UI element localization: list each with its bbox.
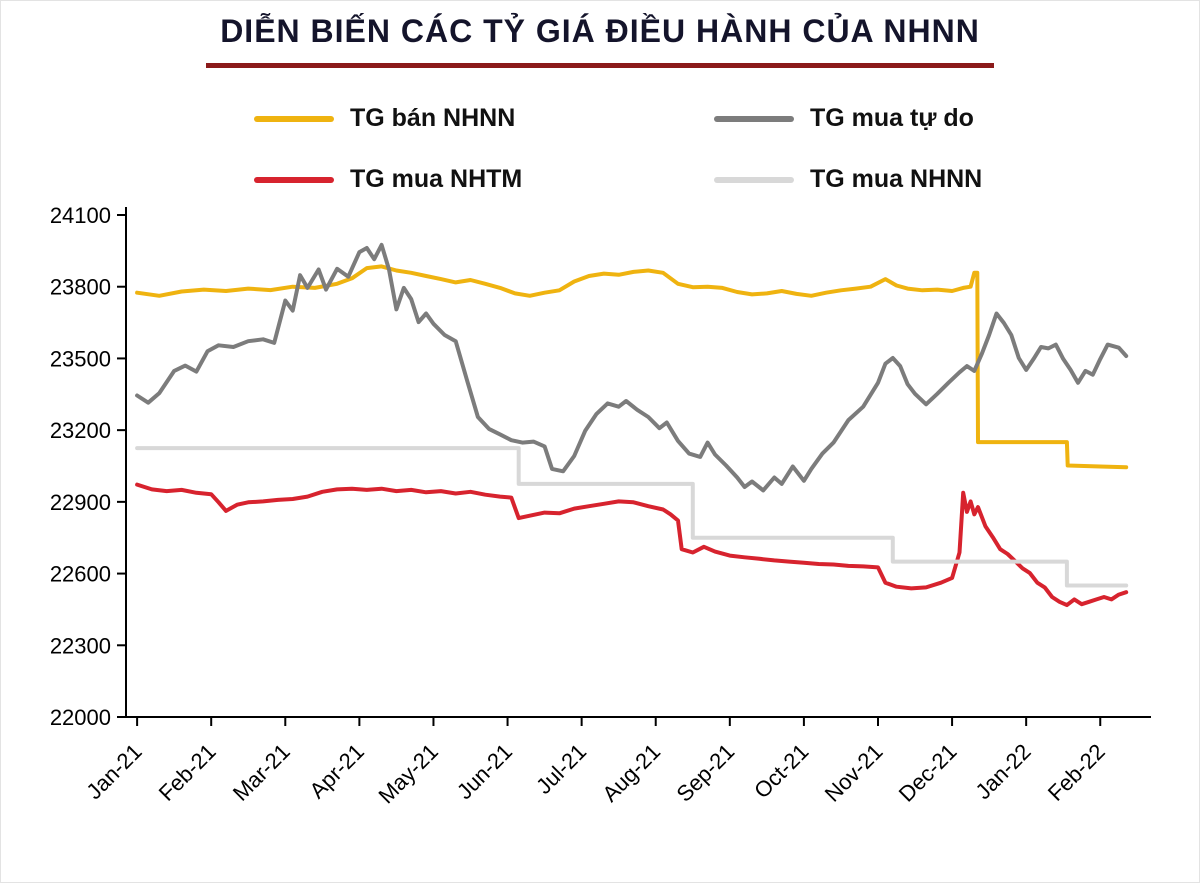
legend-label: TG mua NHTM bbox=[350, 165, 523, 193]
series-line-4 bbox=[135, 446, 1129, 588]
x-tick-label: May-21 bbox=[373, 739, 443, 809]
x-tick-label: Jan-21 bbox=[81, 739, 146, 804]
y-tick-label: 22000 bbox=[50, 705, 111, 730]
legend-swatch bbox=[714, 115, 794, 122]
legend-item-tg-mua-nhtm: TG mua NHTM bbox=[254, 165, 714, 194]
y-tick-label: 23500 bbox=[50, 346, 111, 371]
x-tick-label: Apr-21 bbox=[305, 739, 369, 803]
x-tick-label: Nov-21 bbox=[820, 739, 888, 807]
legend: TG bán NHNN TG mua tự do TG mua NHTM TG … bbox=[254, 104, 982, 194]
legend-item-tg-mua-nhnn: TG mua NHNN bbox=[714, 165, 982, 194]
x-tick-label: Aug-21 bbox=[597, 739, 665, 807]
x-tick-label: Jul-21 bbox=[531, 739, 591, 799]
y-tick-label: 24100 bbox=[50, 203, 111, 228]
legend-item-tg-ban-nhnn: TG bán NHNN bbox=[254, 104, 714, 133]
x-tick-label: Jan-22 bbox=[970, 739, 1035, 804]
series-line-1 bbox=[135, 264, 1129, 470]
chart-title: DIỄN BIẾN CÁC TỶ GIÁ ĐIỀU HÀNH CỦA NHNN bbox=[206, 13, 994, 68]
x-tick-label: Feb-22 bbox=[1043, 739, 1110, 806]
legend-label: TG mua NHNN bbox=[810, 165, 983, 193]
y-tick-label: 22300 bbox=[50, 633, 111, 658]
legend-label: TG bán NHNN bbox=[350, 104, 516, 132]
y-tick-label: 22600 bbox=[50, 562, 111, 587]
x-tick-label: Dec-21 bbox=[894, 739, 962, 807]
exchange-rate-line-chart: 22000 22300 22600 22900 23200 23500 23800 24100… bbox=[50, 203, 1151, 809]
x-tick-label: Sep-21 bbox=[672, 739, 740, 807]
series-line-2 bbox=[135, 242, 1129, 493]
series-line-3 bbox=[135, 482, 1129, 608]
legend-swatch bbox=[714, 176, 794, 183]
legend-item-tg-mua-tu-do: TG mua tự do bbox=[714, 104, 982, 133]
y-tick-label: 22900 bbox=[50, 490, 111, 515]
x-tick-label: Jun-21 bbox=[452, 739, 517, 804]
legend-swatch bbox=[254, 176, 334, 183]
title-wrap: DIỄN BIẾN CÁC TỶ GIÁ ĐIỀU HÀNH CỦA NHNN bbox=[1, 13, 1199, 68]
legend-swatch bbox=[254, 115, 334, 122]
y-tick-label: 23800 bbox=[50, 275, 111, 300]
x-tick-label: Feb-21 bbox=[154, 739, 221, 806]
y-tick-label: 23200 bbox=[50, 418, 111, 443]
legend-label: TG mua tự do bbox=[810, 104, 974, 132]
x-tick-label: Oct-21 bbox=[749, 739, 813, 803]
x-tick-label: Mar-21 bbox=[228, 739, 295, 806]
